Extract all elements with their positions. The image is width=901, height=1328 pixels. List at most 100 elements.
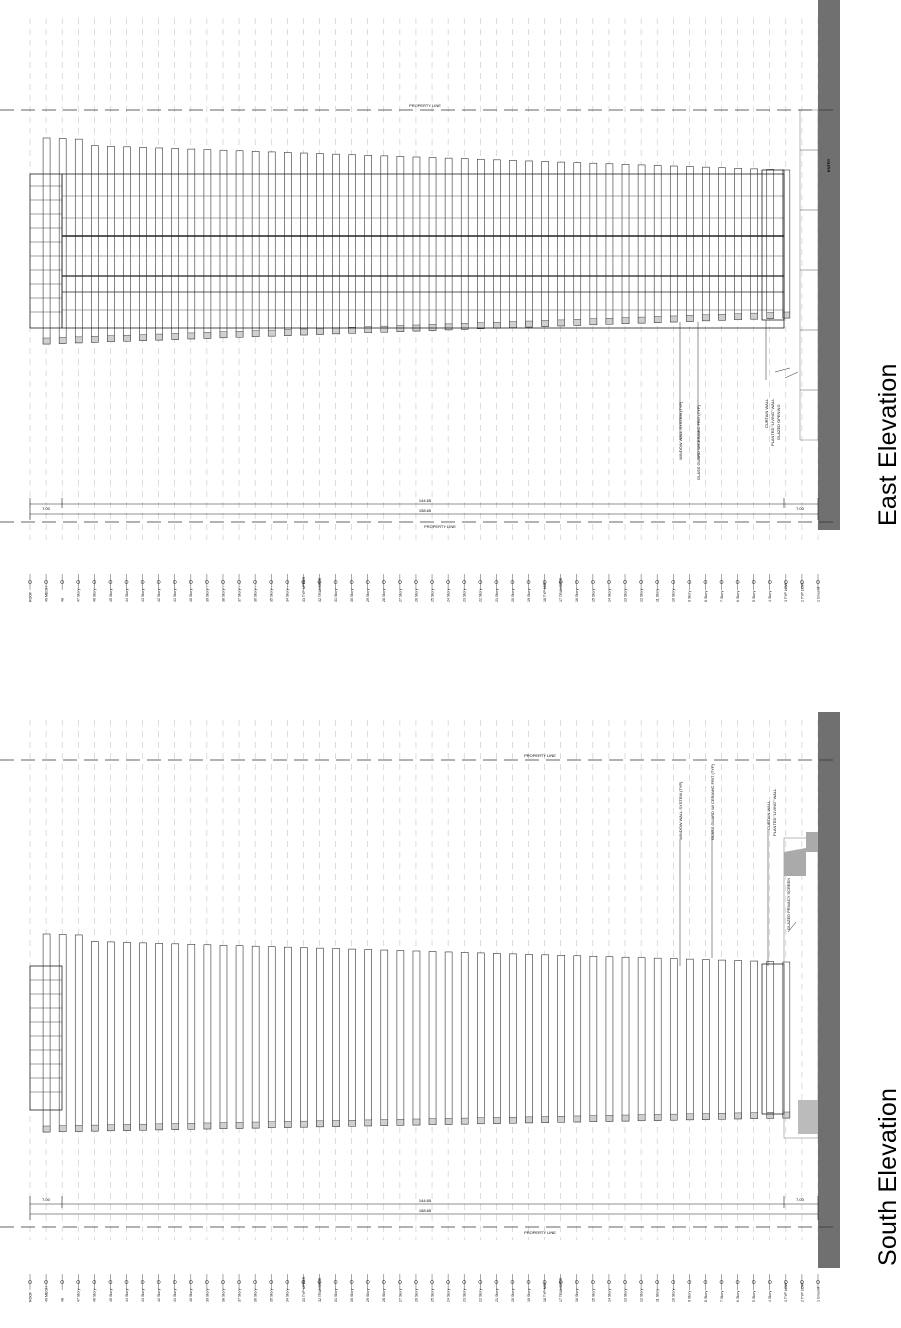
floor-slab xyxy=(669,165,678,323)
slab-shadow xyxy=(557,319,565,327)
level-marker: 45 Story xyxy=(108,574,113,602)
level-label: 1 Ground xyxy=(816,1287,820,1302)
level-label: 18 TYP MID xyxy=(543,582,547,602)
level-label: 49 MECH xyxy=(44,586,48,602)
level-label: 17 TRANSFER xyxy=(559,577,563,602)
level-marker: 6 Story xyxy=(735,574,740,602)
level-marker: 30 Story xyxy=(349,574,354,602)
level-marker: 48 xyxy=(60,574,65,602)
slab-shadow xyxy=(653,316,662,323)
slab-shadow xyxy=(686,315,694,322)
level-label: 34 Story xyxy=(286,588,290,602)
floor-slab xyxy=(412,950,421,1126)
slab-shadow xyxy=(284,329,292,336)
floor-slab xyxy=(605,163,614,325)
slab-shadow xyxy=(316,1120,324,1128)
level-marker: 47 Story xyxy=(76,1274,81,1302)
slab-shadow xyxy=(380,1119,388,1126)
level-marker: 20 Story xyxy=(510,1274,515,1302)
south-elevation-title: South Elevation xyxy=(874,1087,901,1266)
level-marker: 39 Story xyxy=(205,1274,209,1302)
floor-slab xyxy=(267,946,276,1129)
floor-slab xyxy=(573,162,582,326)
level-label: 15 Story xyxy=(591,1288,595,1302)
level-label: 25 Story xyxy=(430,1288,434,1302)
level-label: 49 MECH xyxy=(44,1286,48,1302)
floor-slab xyxy=(669,958,678,1121)
level-marker: 27 Story xyxy=(398,574,402,602)
floor-slab xyxy=(284,946,292,1128)
floor-slab xyxy=(300,152,308,336)
level-label: 9 Story xyxy=(688,1290,692,1302)
level-label: 45 Story xyxy=(109,588,113,602)
level-marker: 19 Story xyxy=(526,574,531,602)
level-marker: 12 Story xyxy=(639,574,644,602)
slab-shadow xyxy=(670,1113,678,1121)
level-marker: 16 Story xyxy=(574,574,579,602)
floor-slab xyxy=(396,950,405,1126)
floor-slab xyxy=(364,155,372,333)
floor-slab xyxy=(139,147,147,341)
level-marker: 17 TRANSFER xyxy=(558,574,563,602)
annotation-living-wall: PLANTED "LIVING" WALL xyxy=(770,398,775,446)
floor-slab xyxy=(734,168,742,320)
level-label: 16 Story xyxy=(575,588,579,602)
level-label: 34 Story xyxy=(286,1288,290,1302)
level-label: 3 TYP LOW xyxy=(784,582,788,602)
slab-shadow xyxy=(171,1123,179,1130)
floor-slab xyxy=(219,149,228,339)
annotation-curtain-wall: CURTAIN WALL xyxy=(764,398,769,428)
level-label: 19 Story xyxy=(527,1288,531,1302)
level-marker: 16 Story xyxy=(574,1274,579,1302)
slab-shadow xyxy=(573,1115,581,1123)
floor-slab xyxy=(332,948,340,1127)
level-label: 24 Story xyxy=(447,588,451,602)
floor-slab xyxy=(509,953,517,1124)
floor-slab xyxy=(58,934,67,1132)
roof-mechanical xyxy=(29,173,63,329)
floor-slab xyxy=(605,956,614,1122)
level-marker: 39 Story xyxy=(205,574,209,602)
slab-shadow xyxy=(364,326,372,333)
level-label: 2 TYP LOW xyxy=(800,1282,804,1302)
slab-shadow xyxy=(621,1114,630,1122)
level-marker: 13 Story xyxy=(623,574,627,602)
level-label: 23 Story xyxy=(463,1288,467,1302)
floor-slab xyxy=(123,942,131,1131)
floor-slab xyxy=(219,944,228,1129)
floor-slab xyxy=(477,158,485,330)
slab-shadow xyxy=(155,333,163,341)
floor-slab xyxy=(348,154,356,334)
level-marker: 42 Story xyxy=(156,1274,161,1302)
slab-shadow xyxy=(525,320,533,328)
level-label: 26 Story xyxy=(414,1288,418,1302)
roof-mechanical xyxy=(29,965,63,1111)
floor-slab xyxy=(766,169,775,319)
ground-strip xyxy=(818,712,840,1268)
slab-shadow xyxy=(509,321,517,328)
floor-slab xyxy=(348,948,356,1127)
level-label: 48 xyxy=(61,598,65,602)
dimension-lines: 7.00 144.65 7.00 158.65 xyxy=(29,498,819,520)
level-marker: 6 Story xyxy=(735,1274,740,1302)
property-line-label: PROPERTY LINE xyxy=(524,1230,556,1235)
floor-slab xyxy=(750,960,758,1119)
floor-slab xyxy=(91,941,99,1132)
floor-slab xyxy=(444,157,453,331)
dimension-text: 144.65 xyxy=(419,498,432,503)
floor-slab xyxy=(493,953,501,1124)
floor-slab xyxy=(74,138,83,344)
level-marker: 33 TYP UPPER xyxy=(301,574,306,602)
slab-shadow xyxy=(187,332,196,340)
floor-slab xyxy=(428,951,437,1125)
slab-shadow xyxy=(187,1123,196,1130)
slab-shadow xyxy=(461,323,469,330)
level-label: 27 Story xyxy=(398,588,402,602)
level-marker: 24 Story xyxy=(446,574,451,602)
annotation-leaders xyxy=(679,830,797,966)
level-grid-lines xyxy=(29,18,819,540)
floor-slab xyxy=(686,958,694,1121)
level-label: 42 Story xyxy=(157,1288,161,1302)
level-marker: 48 xyxy=(60,1274,65,1302)
dimension-text: 7.00 xyxy=(42,506,51,511)
